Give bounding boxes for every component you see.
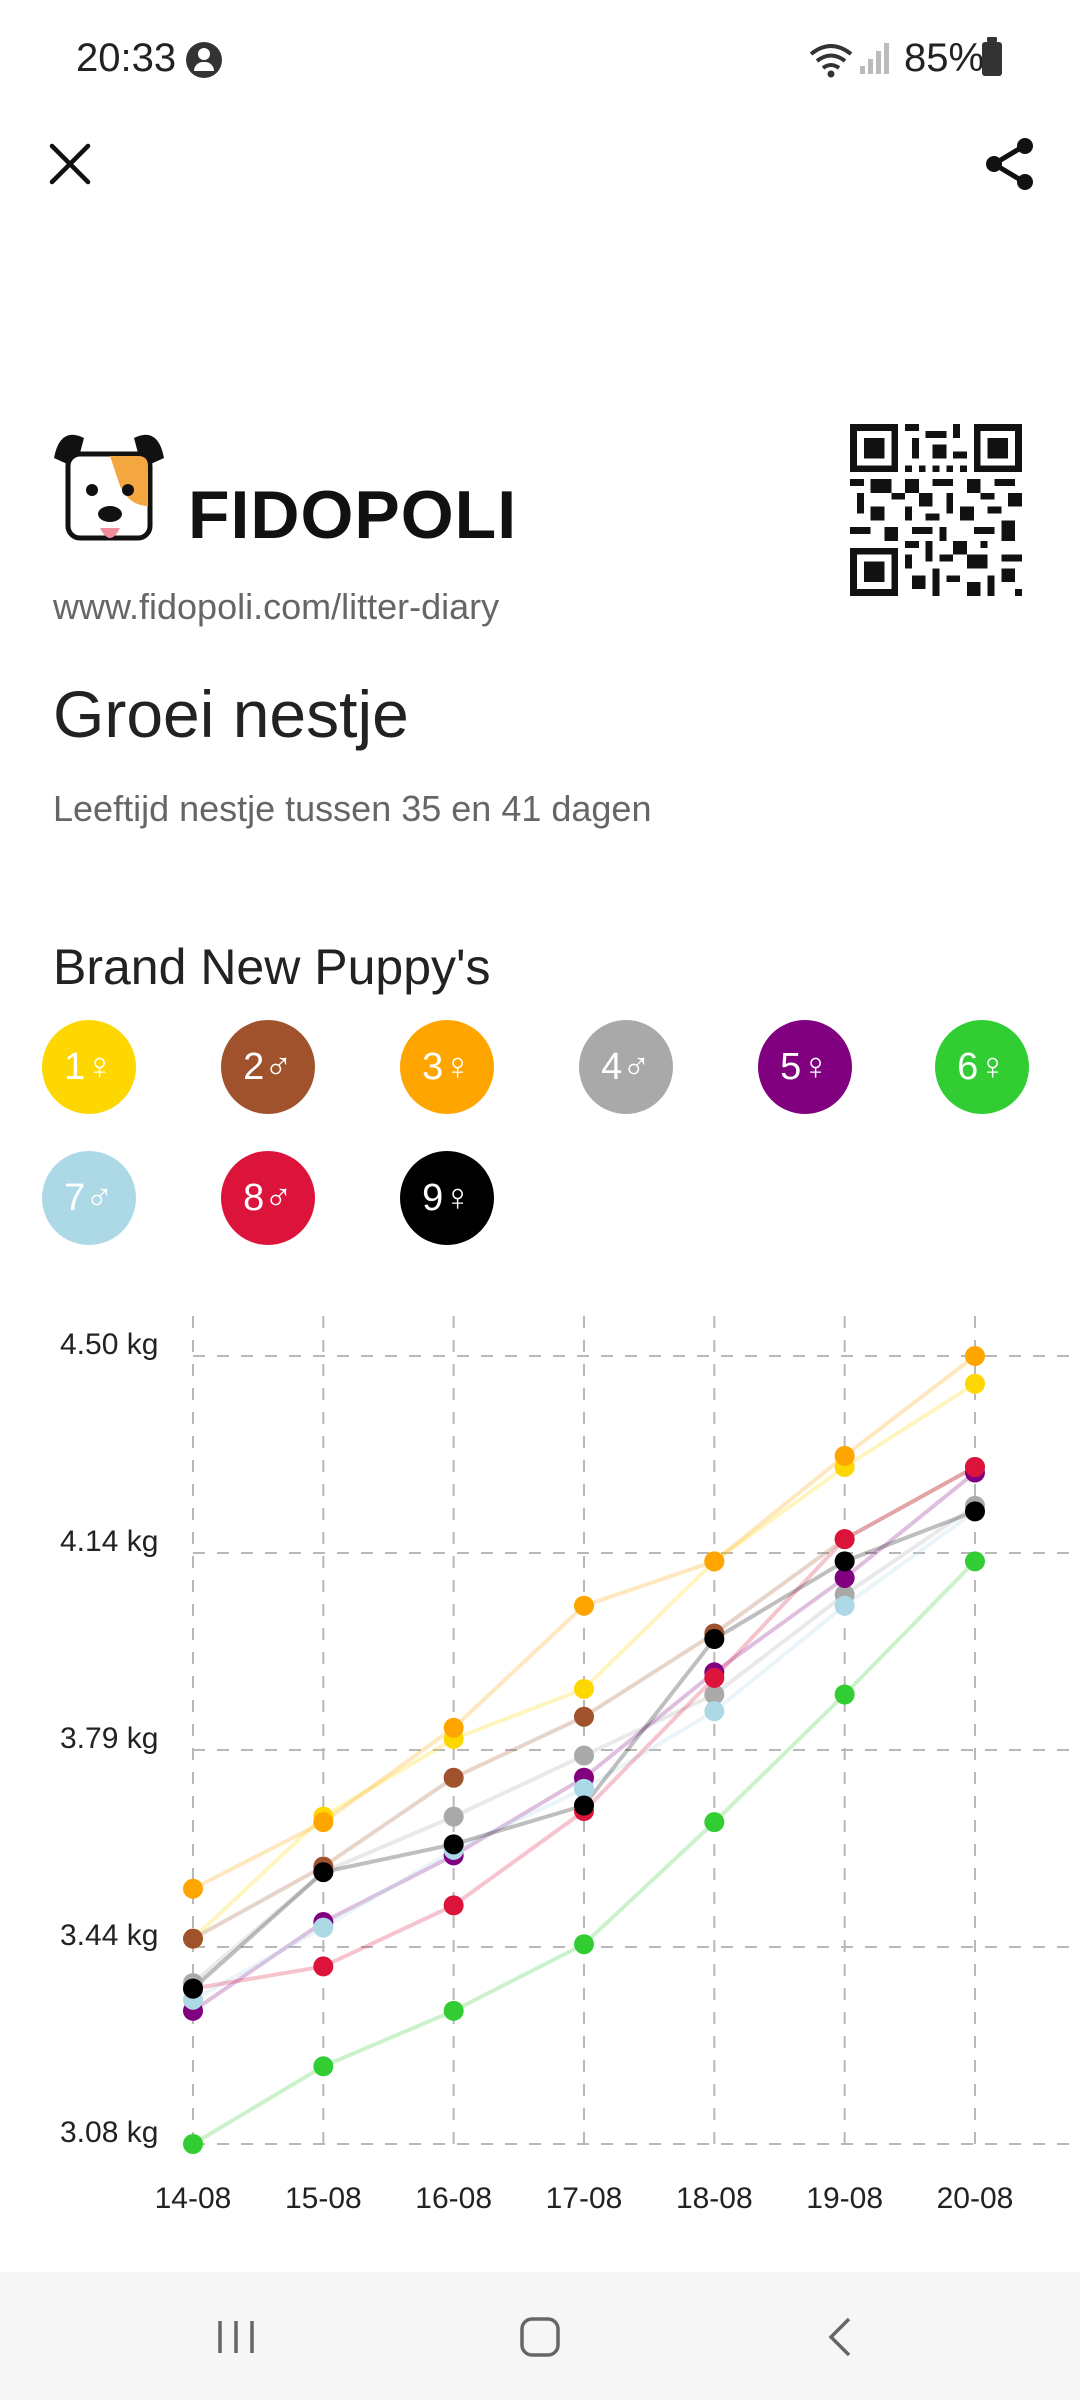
home-icon [520, 2317, 560, 2357]
data-point [183, 1928, 203, 1949]
y-tick-label: 4.14 kg [60, 1525, 158, 1558]
brand-url[interactable]: www.fidopoli.com/litter-diary [53, 586, 500, 627]
data-point [573, 1706, 594, 1727]
x-tick-label: 18-08 [676, 2182, 753, 2215]
battery-icon [982, 37, 1002, 76]
data-point [834, 1595, 855, 1616]
data-point [704, 1629, 725, 1650]
chart-labels: 4.50 kg 4.14 kg 3.79 kg 3.44 kg 3.08 kg 14-08… [60, 1328, 1013, 2215]
data-point [964, 1501, 985, 1522]
status-bar: 20:33 85% [0, 0, 1080, 120]
y-tick-label: 3.08 kg [60, 2116, 158, 2149]
data-point [704, 1551, 725, 1572]
data-point [313, 2056, 334, 2077]
data-point [443, 1717, 464, 1738]
dog-logo [54, 434, 164, 541]
puppy-badge-5[interactable]: 5♀ [758, 1020, 852, 1114]
puppy-badge-3[interactable]: 3♀ [400, 1020, 494, 1114]
growth-chart: 4.50 kg 4.14 kg 3.79 kg 3.44 kg 3.08 kg 14-08… [60, 1316, 1080, 2215]
navigation-bar [0, 2272, 1080, 2400]
brand-name: FIDOPOLI [188, 477, 518, 553]
y-tick-label: 4.50 kg [60, 1328, 158, 1361]
puppy-badge-9[interactable]: 9♀ [400, 1151, 494, 1245]
data-point [313, 1956, 334, 1977]
page-subtitle: Leeftijd nestje tussen 35 en 41 dagen [53, 788, 652, 829]
back-button[interactable] [800, 2312, 880, 2362]
data-point [443, 1806, 464, 1827]
page-title: Groei nestje [53, 677, 409, 751]
data-point [443, 1767, 464, 1788]
qr-code [850, 424, 1022, 596]
chart-series [183, 1346, 985, 2154]
data-point [834, 1529, 855, 1550]
y-tick-label: 3.44 kg [60, 1919, 158, 1952]
wifi-icon [809, 44, 853, 78]
data-point [443, 2000, 464, 2021]
recents-button[interactable] [196, 2312, 276, 2362]
data-point [573, 1678, 594, 1699]
data-point [183, 1978, 203, 1999]
back-icon [828, 2317, 851, 2357]
x-tick-label: 17-08 [546, 2182, 623, 2215]
series-line [191, 1504, 977, 1985]
share-icon [986, 138, 1033, 190]
puppy-badge-7[interactable]: 7♂ [42, 1151, 136, 1245]
battery-percentage: 85% [904, 36, 985, 80]
data-point [964, 1373, 985, 1394]
signal-icon [860, 43, 889, 74]
data-point [573, 1795, 594, 1816]
data-point [573, 1778, 594, 1799]
data-point [313, 1812, 334, 1833]
data-point [834, 1684, 855, 1705]
puppy-badge-8[interactable]: 8♂ [221, 1151, 315, 1245]
account-icon [186, 42, 222, 78]
data-point [443, 1895, 464, 1916]
data-point [704, 1667, 725, 1688]
x-tick-label: 16-08 [415, 2182, 492, 2215]
data-point [834, 1445, 855, 1466]
puppy-badge-6[interactable]: 6♀ [935, 1020, 1029, 1114]
puppy-badge-2[interactable]: 2♂ [221, 1020, 315, 1114]
puppy-badge-1[interactable]: 1♀ [42, 1020, 136, 1114]
data-point [183, 2134, 203, 2154]
data-point [704, 1701, 725, 1722]
data-point [573, 1595, 594, 1616]
data-point [704, 1812, 725, 1833]
data-point [313, 1917, 334, 1938]
close-button[interactable] [34, 128, 106, 200]
x-tick-label: 19-08 [806, 2182, 883, 2215]
status-time: 20:33 [76, 36, 177, 80]
y-tick-label: 3.79 kg [60, 1722, 158, 1755]
data-point [704, 1684, 725, 1705]
data-point [573, 1745, 594, 1766]
x-tick-label: 20-08 [937, 2182, 1014, 2215]
recents-icon [218, 2321, 254, 2353]
data-point [964, 1346, 985, 1366]
data-point [964, 1551, 985, 1572]
litter-name: Brand New Puppy's [53, 939, 491, 995]
data-point [834, 1567, 855, 1588]
data-point [834, 1551, 855, 1572]
x-tick-label: 14-08 [155, 2182, 232, 2215]
data-point [573, 1934, 594, 1955]
data-point [443, 1834, 464, 1855]
data-point [313, 1862, 334, 1883]
puppy-badge-4[interactable]: 4♂ [579, 1020, 673, 1114]
share-button[interactable] [974, 128, 1046, 200]
close-icon [49, 143, 91, 185]
home-button[interactable] [500, 2312, 580, 2362]
data-point [183, 1878, 203, 1899]
x-tick-label: 15-08 [285, 2182, 362, 2215]
data-point [964, 1456, 985, 1477]
